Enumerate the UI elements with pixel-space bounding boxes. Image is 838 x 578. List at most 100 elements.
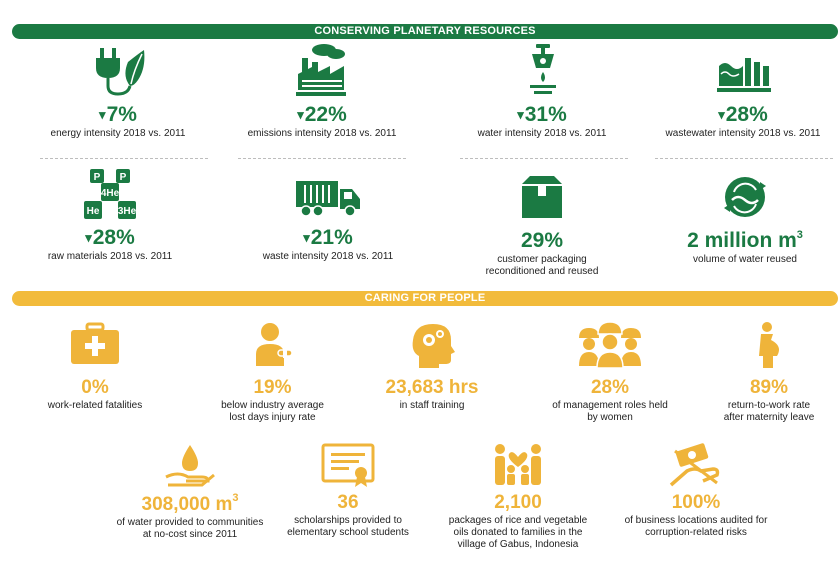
water-value: 31%	[524, 103, 567, 126]
emissions-label: emissions intensity 2018 vs. 2011	[247, 128, 397, 139]
wastewater-label: wastewater intensity 2018 vs. 2011	[665, 128, 821, 139]
packaging-label-line: customer packaging	[497, 254, 587, 265]
truck-icon	[296, 181, 360, 217]
injury-metric: 19% below industry average lost days inj…	[185, 320, 360, 424]
people-banner: CARING FOR PEOPLE	[12, 291, 838, 306]
audit-label: of business locations audited for corrup…	[606, 515, 786, 539]
element-he: He	[87, 206, 100, 217]
family-icon	[495, 444, 541, 485]
maternity-value: 89%	[749, 377, 789, 398]
box-icon	[522, 176, 562, 218]
hand-money-icon	[669, 443, 720, 487]
maternity-label-line: return-to-work rate	[727, 400, 811, 411]
fatalities-label-line: work-related fatalities	[47, 400, 143, 411]
audit-metric: 100% of business locations audited for c…	[606, 443, 786, 539]
divider	[40, 158, 208, 159]
packaging-label: customer packaging reconditioned and reu…	[452, 254, 632, 278]
scholarships-metric: 36 scholarships provided to elementary s…	[268, 443, 428, 539]
packaging-value: 29%	[520, 229, 564, 252]
water-hand-icon	[165, 445, 215, 487]
water-reused-unit-exponent: 3	[796, 229, 803, 241]
decrease-arrow-icon: ▾	[85, 230, 92, 245]
raw-materials-value: 28%	[92, 226, 135, 249]
waste-metric: ▾21% waste intensity 2018 vs. 2011	[238, 167, 418, 263]
wastewater-metric: ▾28% wastewater intensity 2018 vs. 2011	[650, 42, 836, 140]
planet-banner: CONSERVING PLANETARY RESOURCES	[12, 24, 838, 39]
maternity-label-line: after maternity leave	[723, 412, 815, 423]
element-4he: 4He	[101, 188, 120, 199]
injured-worker-icon	[255, 323, 293, 366]
water-provided-unit-exponent: 3	[232, 492, 239, 504]
water-provided-metric: 308,000 m3 of water provided to communit…	[100, 443, 280, 541]
element-p: P	[120, 172, 127, 183]
women-management-value: 28%	[590, 377, 630, 398]
wastewater-icon	[717, 58, 771, 92]
donations-label: packages of rice and vegetable oils dona…	[432, 515, 604, 551]
injury-label-line: lost days injury rate	[229, 412, 316, 423]
fatalities-metric: 0% work-related fatalities	[20, 320, 170, 412]
audit-label-line: of business locations audited for	[624, 515, 768, 526]
injury-label-line: below industry average	[221, 400, 324, 411]
emissions-value: 22%	[304, 103, 347, 126]
chemical-elements-icon: P P 4He He 3He	[84, 169, 137, 219]
pregnant-woman-icon	[759, 322, 779, 368]
divider	[238, 158, 406, 159]
divider	[460, 158, 628, 159]
women-management-metric: 28% of management roles held by women	[520, 320, 700, 424]
waste-label: waste intensity 2018 vs. 2011	[262, 251, 394, 262]
packaging-metric: 29% customer packaging reconditioned and…	[452, 172, 632, 278]
water-reused-value: 2 million m	[687, 229, 797, 252]
scholarships-value: 36	[337, 492, 359, 513]
injury-value: 19%	[253, 377, 292, 398]
water-label: water intensity 2018 vs. 2011	[477, 128, 607, 139]
packaging-label-line: reconditioned and reused	[485, 266, 599, 277]
maternity-metric: 89% return-to-work rate after maternity …	[700, 320, 838, 424]
scholarships-label-line: scholarships provided to	[294, 515, 402, 526]
water-reused-label: volume of water reused	[693, 254, 797, 265]
water-metric: ▾31% water intensity 2018 vs. 2011	[452, 42, 632, 140]
fatalities-value: 0%	[81, 377, 109, 398]
donations-value: 2,100	[494, 492, 542, 513]
water-provided-label: of water provided to communities at no-c…	[100, 517, 280, 541]
decrease-arrow-icon: ▾	[99, 107, 106, 122]
training-label: in staff training	[352, 400, 512, 412]
water-recycle-icon	[724, 177, 766, 217]
training-label-line: in staff training	[399, 400, 465, 411]
training-value: 23,683 hrs	[385, 377, 479, 398]
element-p: P	[94, 172, 101, 183]
waste-value: 21%	[310, 226, 353, 249]
donations-metric: 2,100 packages of rice and vegetable oil…	[432, 443, 604, 551]
decrease-arrow-icon: ▾	[303, 230, 310, 245]
faucet-icon	[530, 44, 556, 94]
training-metric: 23,683 hrs in staff training	[352, 320, 512, 412]
first-aid-kit-icon	[71, 322, 119, 364]
raw-materials-label: raw materials 2018 vs. 2011	[47, 251, 173, 262]
head-gears-icon	[412, 324, 455, 368]
decrease-arrow-icon: ▾	[718, 107, 725, 122]
energy-metric: ▾7% energy intensity 2018 vs. 2011	[28, 42, 208, 140]
donations-label-line: oils donated to families in the	[453, 527, 583, 538]
raw-materials-metric: P P 4He He 3He ▾28% raw materials 2018 v…	[20, 167, 200, 263]
donations-label-line: village of Gabus, Indonesia	[457, 539, 579, 550]
certificate-icon	[321, 443, 375, 487]
maternity-label: return-to-work rate after maternity leav…	[700, 400, 838, 424]
water-reused-metric: 2 million m3 volume of water reused	[660, 172, 830, 266]
factory-icon	[296, 44, 346, 96]
wastewater-value: 28%	[725, 103, 768, 126]
element-3he: 3He	[118, 206, 137, 217]
injury-label: below industry average lost days injury …	[185, 400, 360, 424]
fatalities-label: work-related fatalities	[20, 400, 170, 412]
scholarships-label: scholarships provided to elementary scho…	[268, 515, 428, 539]
women-management-label-line: by women	[587, 412, 633, 423]
water-provided-label-line: at no-cost since 2011	[142, 529, 238, 540]
donations-label-line: packages of rice and vegetable	[448, 515, 588, 526]
women-management-label-line: of management roles held	[552, 400, 668, 411]
emissions-metric: ▾22% emissions intensity 2018 vs. 2011	[232, 42, 412, 140]
scholarships-label-line: elementary school students	[287, 527, 409, 538]
energy-value: 7%	[106, 103, 137, 126]
women-hardhats-icon	[579, 321, 641, 369]
energy-label: energy intensity 2018 vs. 2011	[50, 128, 186, 139]
decrease-arrow-icon: ▾	[517, 107, 524, 122]
water-provided-value: 308,000 m	[141, 494, 233, 515]
decrease-arrow-icon: ▾	[297, 107, 304, 122]
